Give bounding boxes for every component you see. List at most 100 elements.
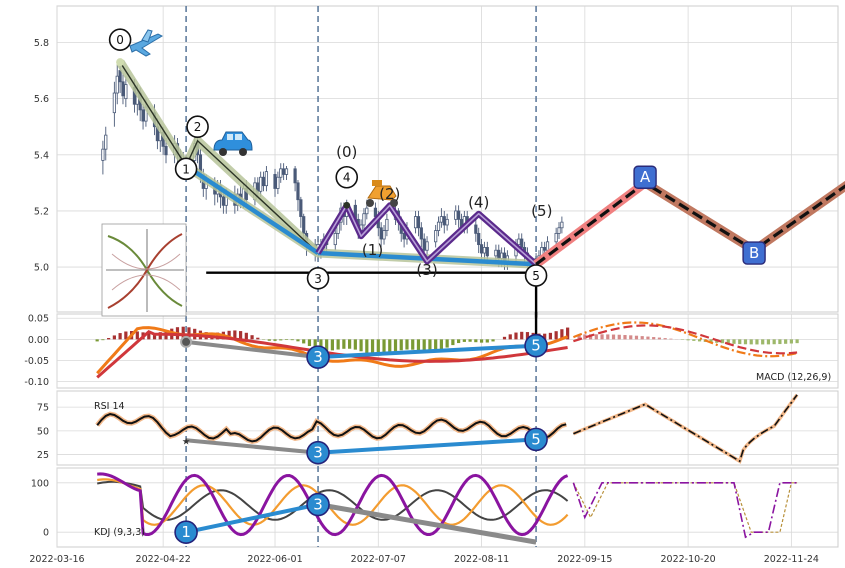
wave-label: 2 xyxy=(194,120,202,134)
candle-body xyxy=(118,70,122,83)
candle-body xyxy=(141,109,145,122)
y-tick-label: 75 xyxy=(37,403,49,414)
macd-histogram-bar xyxy=(617,334,621,340)
macd-histogram-bar xyxy=(462,339,466,342)
macd-histogram-bar xyxy=(600,334,604,340)
macd-histogram-bar xyxy=(457,339,461,344)
macd-histogram-bar xyxy=(491,339,495,342)
macd-histogram-bar xyxy=(238,331,243,340)
rsi-line xyxy=(96,413,567,443)
candle-body xyxy=(115,75,119,94)
candle-body xyxy=(494,249,498,257)
macd-histogram-bar xyxy=(554,331,558,340)
x-tick-label: 2022-09-15 xyxy=(557,554,612,565)
macd-histogram-bar xyxy=(474,339,478,343)
y-tick-label: 100 xyxy=(31,478,49,489)
airplane-icon xyxy=(129,29,164,57)
kdj-forecast-j xyxy=(572,482,798,539)
macd-histogram-bar xyxy=(434,339,438,352)
wave-label: 4 xyxy=(343,171,351,185)
macd-histogram-bar xyxy=(663,338,667,340)
kdj-guide-blue xyxy=(185,502,319,535)
rsi-guide-star: ★ xyxy=(182,436,191,447)
rsi-panel-label: RSI 14 xyxy=(94,401,125,412)
wave-label: (0) xyxy=(336,143,357,161)
kdj-j-line xyxy=(97,472,569,537)
y-tick-label: 5.6 xyxy=(34,94,49,105)
macd-histogram-bar xyxy=(669,338,673,340)
candle-body xyxy=(560,221,564,229)
candle-body xyxy=(477,232,481,246)
macd-histogram-bar xyxy=(376,339,380,356)
macd-histogram-bar xyxy=(646,336,650,340)
macd-histogram-bar xyxy=(640,336,644,340)
macd-histogram-bar xyxy=(95,339,99,342)
macd-histogram-bar xyxy=(101,339,105,341)
candle-body xyxy=(259,176,263,192)
macd-histogram-bar xyxy=(623,335,627,340)
y-tick-label: 50 xyxy=(37,426,49,437)
candle-body xyxy=(543,247,547,251)
macd-histogram-bar xyxy=(479,339,484,343)
indicator-bubble-label: 3 xyxy=(313,348,323,366)
candle-body xyxy=(101,148,105,161)
macd-histogram-bar xyxy=(525,332,530,340)
macd-histogram-bar xyxy=(445,339,449,348)
macd-histogram-bar xyxy=(606,334,610,340)
y-tick-label: 5.2 xyxy=(34,206,49,217)
wave-label-circle xyxy=(108,28,132,51)
abc-label-box xyxy=(633,165,657,189)
y-tick-label: 5.4 xyxy=(34,150,49,161)
macd-histogram-bar xyxy=(732,339,736,344)
wave-label: (4) xyxy=(468,194,489,212)
wave-label-circle xyxy=(174,157,198,181)
wave-label: (5) xyxy=(531,202,552,220)
candle-body xyxy=(299,199,303,217)
candle-body xyxy=(279,168,283,178)
candle-body xyxy=(124,84,128,100)
candle-body xyxy=(273,174,277,189)
candle-body xyxy=(439,216,444,223)
macd-histogram-bar xyxy=(336,339,340,350)
candle-body xyxy=(434,230,438,243)
macd-histogram-bar xyxy=(611,334,616,340)
macd-histogram-bar xyxy=(370,339,375,355)
x-tick-label: 2022-08-11 xyxy=(454,554,509,565)
macd-histogram-bar xyxy=(468,339,472,342)
candle-body xyxy=(485,247,489,257)
macd-histogram-bar xyxy=(284,339,289,340)
candle-body xyxy=(261,176,266,187)
y-tick-label: -0.05 xyxy=(24,356,49,367)
macd-histogram-bar xyxy=(720,339,725,344)
candle-body xyxy=(454,210,458,220)
macd-histogram-bar xyxy=(514,332,518,340)
macd-histogram-bar xyxy=(577,334,581,340)
wave-label-circle xyxy=(186,115,209,139)
candle-body xyxy=(104,134,108,150)
macd-histogram-bar xyxy=(405,339,409,350)
macd-histogram-bar xyxy=(652,337,656,340)
candle-body xyxy=(276,176,280,189)
macd-histogram-bar xyxy=(755,339,759,345)
macd-histogram-bar xyxy=(233,330,237,340)
macd-guide-blue xyxy=(317,343,537,360)
indicator-bubble-label: 3 xyxy=(313,444,323,462)
macd-histogram-bar xyxy=(112,335,116,340)
indicator-bubble xyxy=(306,345,330,369)
rsi-guide-gray xyxy=(185,438,319,455)
macd-guide-dot xyxy=(180,335,193,348)
macd-histogram-bar xyxy=(359,339,363,352)
candle-body xyxy=(416,216,421,229)
candle-body xyxy=(482,247,487,254)
macd-histogram-bar xyxy=(543,333,547,340)
macd-histogram-bar xyxy=(302,339,306,344)
y-tick-label: 0.05 xyxy=(28,314,49,325)
wave-label: (1) xyxy=(362,241,383,259)
candle-body xyxy=(500,252,504,260)
macd-histogram-bar xyxy=(124,331,128,340)
kdj-panel-label: KDJ (9,3,3) xyxy=(94,527,145,538)
macd-histogram-bar xyxy=(279,339,283,341)
indicator-bubble-label: 1 xyxy=(181,523,191,541)
macd-histogram-bar xyxy=(566,327,570,340)
candle-body xyxy=(419,227,423,240)
